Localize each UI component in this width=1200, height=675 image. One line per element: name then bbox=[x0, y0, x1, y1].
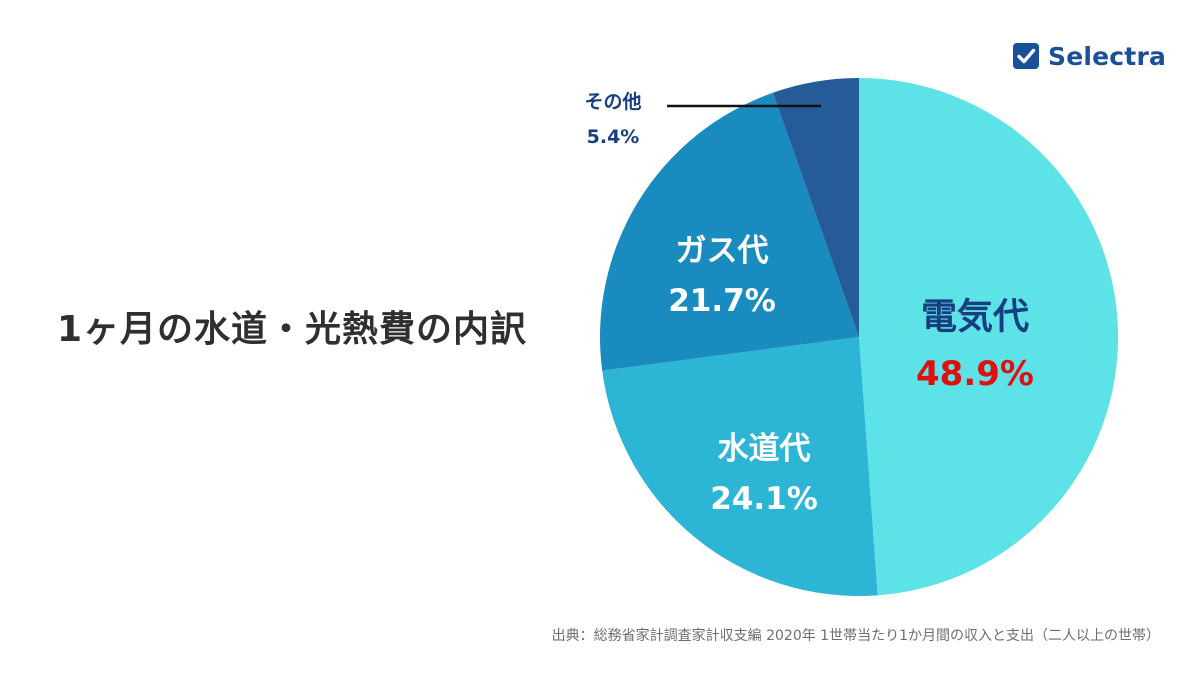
page-title: 1ヶ月の水道・光熱費の内訳 bbox=[57, 309, 528, 350]
slice-label-3: ガス代 bbox=[676, 233, 769, 269]
slice-value-1: 48.9% bbox=[916, 354, 1034, 394]
slice-label-2: 水道代 bbox=[718, 431, 811, 467]
brand-name: Selectra bbox=[1048, 41, 1167, 71]
slice-value-3: 21.7% bbox=[668, 283, 776, 319]
brand-logo: Selectra bbox=[1012, 38, 1166, 74]
slice-value-2: 24.1% bbox=[710, 481, 818, 517]
pie-slice-2 bbox=[602, 337, 878, 597]
source-note: 出典：総務省家計調査家計収支編 2020年 1世帯当たり1か月間の収入と支出（二… bbox=[551, 628, 1160, 644]
checkbox-icon bbox=[1013, 43, 1039, 69]
pie-slice-1 bbox=[859, 77, 1119, 596]
slice-value-4: 5.4% bbox=[587, 126, 640, 148]
pie-slice-4 bbox=[772, 78, 859, 337]
slice-label-4: その他 bbox=[584, 90, 641, 113]
slice-label-1: 電気代 bbox=[921, 297, 1029, 338]
pie-slice-3 bbox=[599, 92, 859, 371]
